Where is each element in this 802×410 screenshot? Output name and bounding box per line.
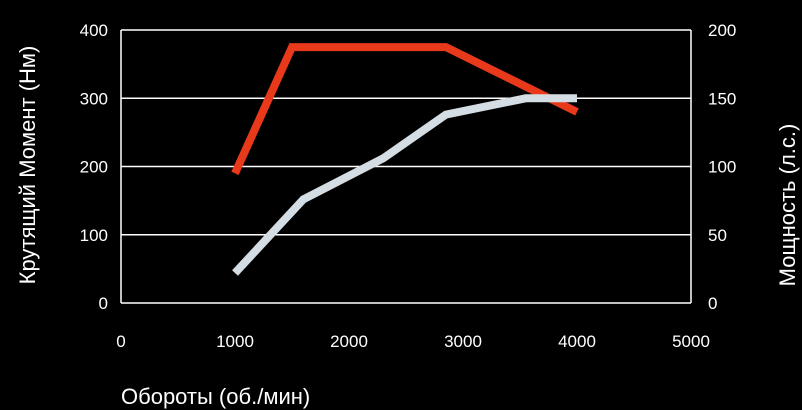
x-tick-label: 4000 bbox=[558, 332, 596, 351]
series-layer bbox=[231, 43, 579, 276]
series-line-2 bbox=[232, 94, 577, 276]
y-right-tick-label: 150 bbox=[708, 89, 736, 108]
x-tick-label: 2000 bbox=[330, 332, 368, 351]
y-right-axis-title: Мощность (л.с.) bbox=[775, 124, 800, 287]
y-left-tick-label: 400 bbox=[80, 21, 108, 40]
y-right-tick-label: 200 bbox=[708, 21, 736, 40]
y-left-axis-title: Крутящий Момент (Нм) bbox=[15, 46, 40, 285]
y-left-tick-label: 100 bbox=[80, 226, 108, 245]
series-line-1 bbox=[231, 43, 579, 175]
x-axis-title: Обороты (об./мин) bbox=[121, 384, 310, 409]
y-left-tick-label: 0 bbox=[99, 294, 108, 313]
y-left-tick-label: 300 bbox=[80, 89, 108, 108]
x-tick-label: 0 bbox=[116, 332, 125, 351]
x-tick-label: 1000 bbox=[216, 332, 254, 351]
grid bbox=[120, 29, 692, 304]
x-tick-label: 5000 bbox=[672, 332, 710, 351]
y-right-tick-label: 50 bbox=[708, 226, 727, 245]
y-right-tick-label: 100 bbox=[708, 158, 736, 177]
y-left-tick-label: 200 bbox=[80, 158, 108, 177]
x-tick-label: 3000 bbox=[444, 332, 482, 351]
y-right-tick-label: 0 bbox=[708, 294, 717, 313]
